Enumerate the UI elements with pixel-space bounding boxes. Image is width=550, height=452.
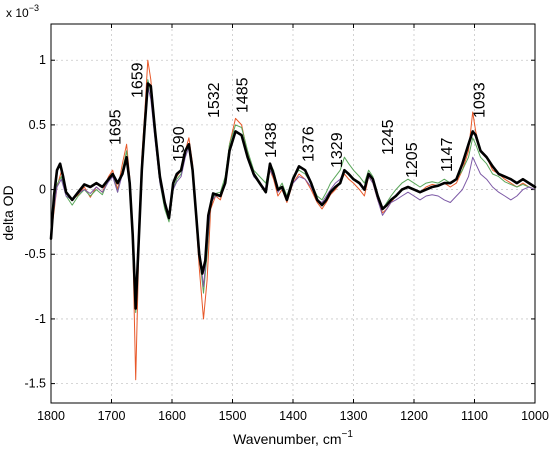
x-tick-label: 1800 [37, 409, 65, 423]
peak-label: 1659 [129, 62, 146, 98]
x-tick-label: 1400 [279, 409, 307, 423]
x-tick-label: 1700 [98, 409, 126, 423]
peak-label: 1147 [439, 137, 456, 172]
peak-label: 1093 [472, 82, 489, 118]
y-tick-label: -1 [35, 312, 46, 326]
x-tick-label: 1100 [461, 409, 488, 423]
series-line-4 [49, 82, 537, 310]
peak-label: 1695 [108, 109, 125, 145]
peak-label: 1485 [235, 77, 252, 113]
y-exponent-label: x 10−3 [6, 3, 39, 20]
peak-label: 1205 [404, 142, 421, 178]
peak-label: 1376 [301, 126, 318, 162]
y-tick-label: 0.5 [29, 118, 46, 132]
peak-label: 1329 [329, 132, 346, 168]
x-tick-label: 1200 [400, 409, 428, 423]
peak-label: 1438 [263, 122, 280, 158]
peak-label: 1590 [171, 126, 188, 162]
y-tick-label: 0 [39, 183, 46, 197]
y-axis-label: delta OD [0, 185, 16, 240]
peak-label: 1532 [206, 82, 223, 118]
x-tick-label: 1300 [340, 409, 368, 423]
peak-label: 1245 [380, 119, 397, 155]
x-axis-label: Wavenumber, cm−1 [233, 429, 353, 447]
y-tick-label: -1.5 [24, 377, 46, 391]
series-lines [49, 59, 537, 381]
plot-frame [50, 23, 536, 404]
grid-lines [51, 24, 535, 403]
tick-labels: 1800 1700 1600 1500 1400 1300 1200 1100 1000 -1.5… [24, 53, 548, 423]
x-tick-label: 1600 [158, 409, 186, 423]
x-tick-label: 1500 [219, 409, 247, 423]
x-tick-label: 1000 [521, 409, 549, 423]
y-tick-label: -0.5 [24, 247, 46, 261]
y-tick-label: 1 [39, 53, 46, 67]
